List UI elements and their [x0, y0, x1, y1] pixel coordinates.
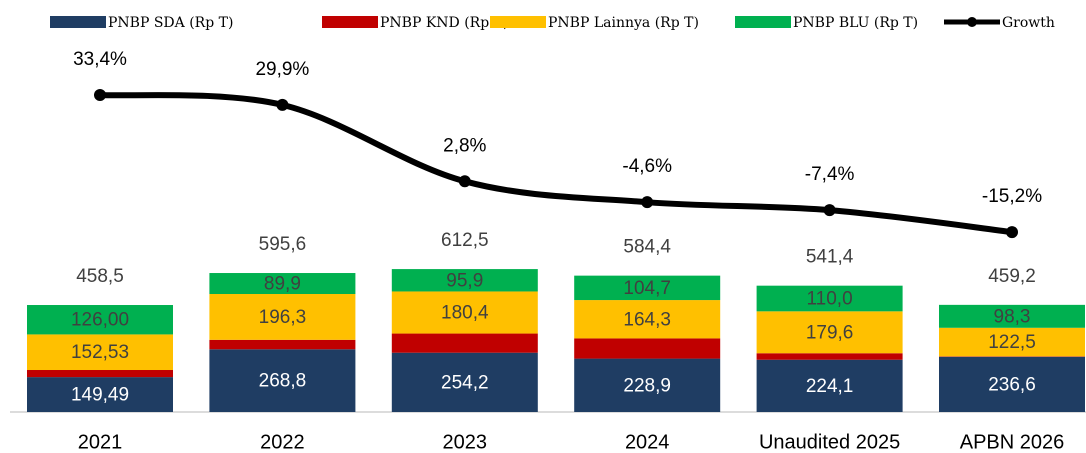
- bar-segment: [939, 356, 1085, 412]
- growth-label: 2,8%: [443, 135, 486, 156]
- legend: PNBP SDA (Rp T) PNBP KND (Rp T) PNBP Lainn…: [50, 15, 1055, 31]
- data-label: 164,3: [623, 309, 671, 330]
- bar-segment: [939, 327, 1085, 357]
- x-tick-label: 2021: [78, 431, 123, 453]
- growth-line: [99, 92, 1013, 236]
- bar-segment: [574, 275, 721, 301]
- total-label: 541,4: [806, 247, 854, 268]
- growth-label: -4,6%: [622, 156, 672, 177]
- data-label: 196,3: [259, 307, 307, 328]
- bar-segment: [209, 349, 356, 412]
- data-label: 152,53: [71, 342, 129, 363]
- legend-label: PNBP Lainnya (Rp T): [548, 15, 699, 31]
- growth-marker: [458, 175, 471, 188]
- legend-swatch: [490, 16, 546, 28]
- total-label: 458,5: [76, 266, 124, 287]
- growth-label: -7,4%: [805, 164, 855, 185]
- bar-segment: [209, 273, 356, 295]
- legend-label: PNBP SDA (Rp T): [108, 15, 233, 31]
- legend-label: PNBP BLU (Rp T): [793, 15, 918, 31]
- growth-marker: [641, 196, 654, 209]
- x-tick-label: 2023: [443, 431, 488, 453]
- data-label: 236,6: [988, 374, 1036, 395]
- legend-marker: [967, 17, 977, 27]
- data-label: 126,00: [71, 310, 129, 331]
- x-tick-label: Unaudited 2025: [759, 431, 900, 453]
- x-tick-label: 2024: [625, 431, 670, 453]
- x-tick-label: APBN 2026: [960, 431, 1065, 453]
- data-label: 89,9: [264, 274, 301, 295]
- data-label: 228,9: [623, 375, 671, 396]
- bar-segment: [391, 291, 538, 334]
- data-label: 179,6: [806, 322, 854, 343]
- bar-segment: [27, 305, 173, 335]
- bar-segment: [27, 334, 173, 371]
- growth-label: -15,2%: [982, 186, 1042, 207]
- bar-segment: [27, 377, 173, 412]
- data-label: 254,2: [441, 372, 489, 393]
- data-label: 110,0: [807, 289, 853, 310]
- total-label: 595,6: [259, 234, 307, 255]
- bar-segment: [574, 358, 721, 412]
- bar-segment: [391, 333, 538, 353]
- bar-segment: [574, 300, 721, 339]
- growth-marker: [276, 98, 289, 111]
- data-label: 268,8: [259, 371, 307, 392]
- bar-segment: [756, 311, 903, 354]
- growth-marker: [1006, 226, 1018, 239]
- data-label: 98,3: [994, 306, 1031, 327]
- data-label: 95,9: [446, 270, 483, 291]
- total-label: 584,4: [623, 237, 671, 258]
- bar-segment: [756, 359, 903, 412]
- data-label: 180,4: [441, 303, 489, 324]
- growth-label: 29,9%: [255, 59, 309, 80]
- total-label: 612,5: [441, 230, 489, 251]
- legend-swatch: [50, 16, 106, 28]
- data-label: 104,7: [623, 278, 671, 299]
- legend-swatch: [735, 16, 791, 28]
- bar-segment: [574, 338, 721, 359]
- bar-segment: [939, 304, 1085, 328]
- bar-segment: [756, 285, 903, 312]
- bar-segment: [209, 339, 356, 350]
- legend-swatch: [322, 16, 378, 28]
- growth-label: 33,4%: [73, 49, 127, 70]
- bar-segment: [209, 294, 356, 340]
- x-tick-label: 2022: [260, 431, 305, 453]
- bar-segment: [391, 269, 538, 292]
- data-label: 122,5: [988, 332, 1036, 353]
- legend-label: Growth: [1002, 15, 1055, 31]
- growth-marker: [94, 89, 106, 102]
- total-label: 459,2: [988, 266, 1036, 287]
- bar-segment: [391, 352, 538, 412]
- legend-label: PNBP KND (Rp T): [380, 15, 508, 31]
- bar-segment: [756, 353, 903, 360]
- data-label: 149,49: [71, 385, 129, 406]
- growth-marker: [823, 204, 836, 217]
- bar-segment: [27, 370, 173, 378]
- data-label: 224,1: [806, 376, 854, 397]
